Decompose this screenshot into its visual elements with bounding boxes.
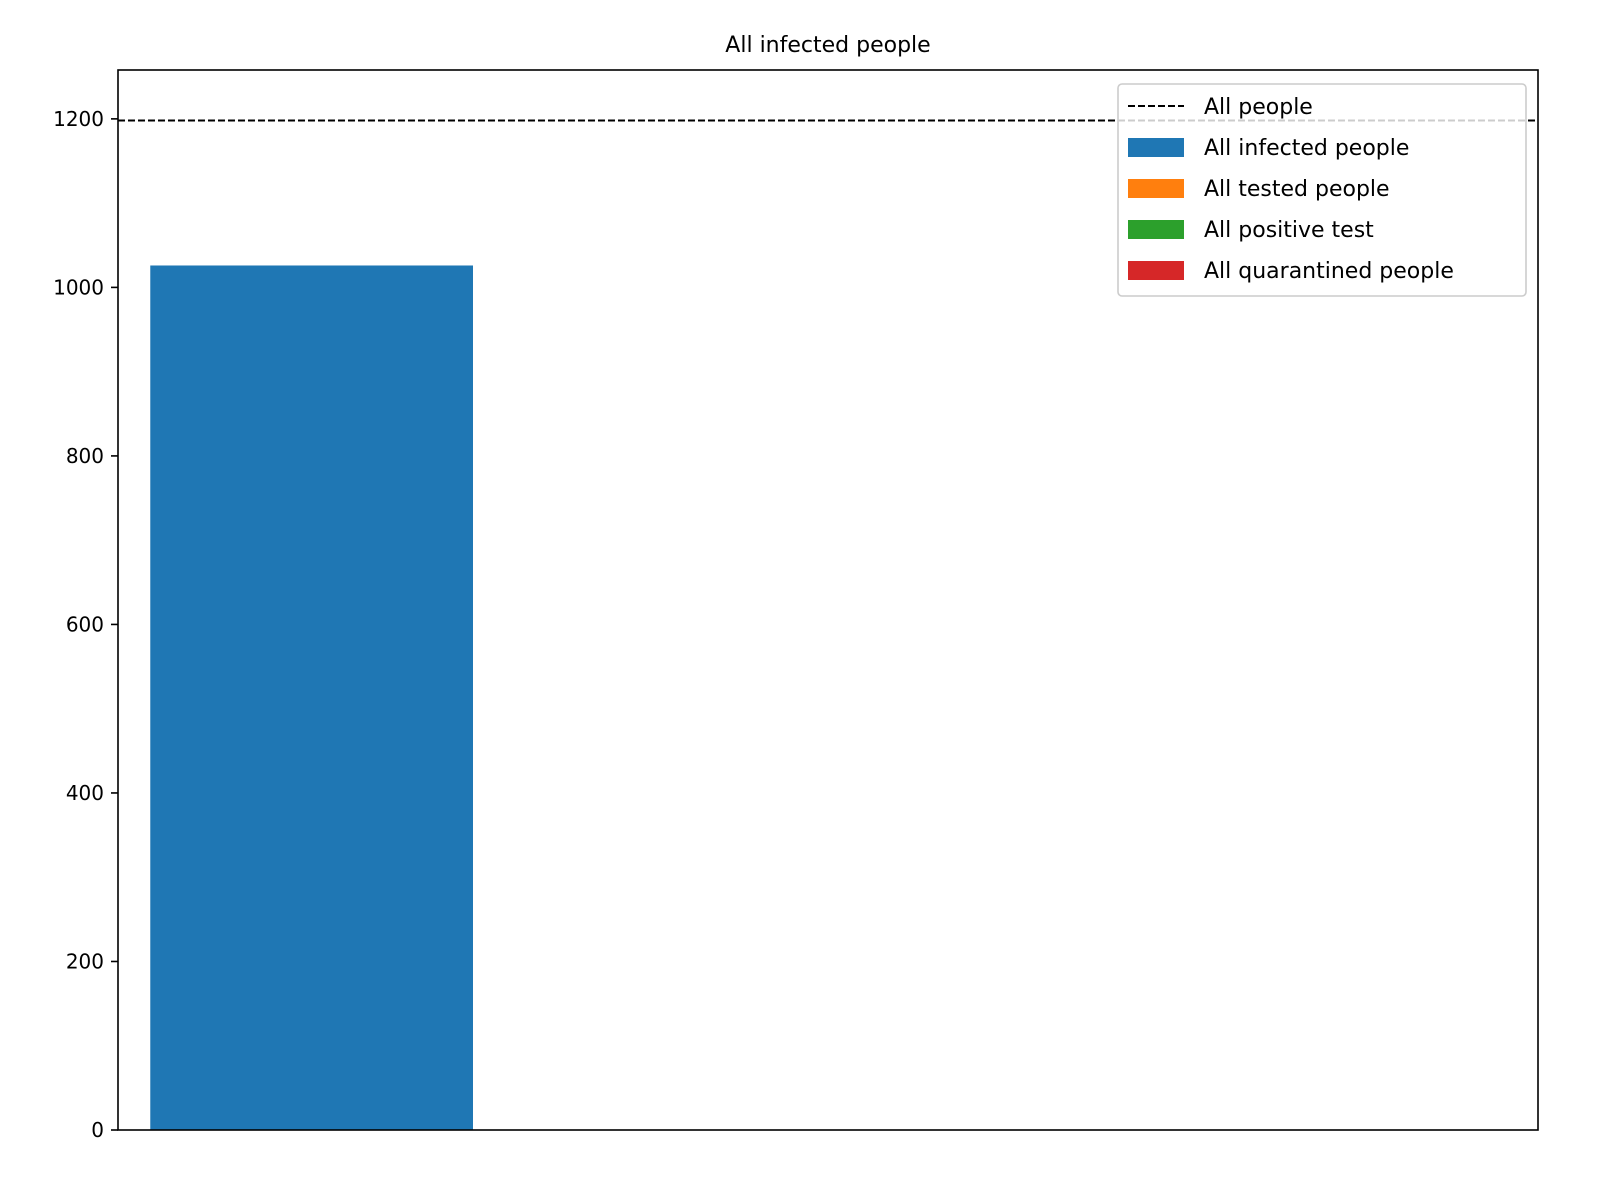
legend-label-0: All infected people <box>1204 136 1409 161</box>
y-tick-label-3: 600 <box>66 612 104 636</box>
y-tick-label-2: 400 <box>66 781 104 805</box>
legend: All people All infected people All tested … <box>1117 83 1527 297</box>
legend-swatch-3 <box>1128 261 1184 280</box>
legend-label-2: All positive test <box>1204 218 1374 243</box>
legend-swatch-2 <box>1128 220 1184 239</box>
y-tick-label-1: 200 <box>66 949 104 973</box>
legend-label-reference: All people <box>1204 95 1313 120</box>
y-tick-label-0: 0 <box>91 1118 104 1142</box>
legend-label-1: All tested people <box>1204 177 1390 202</box>
bar-0 <box>150 265 474 1131</box>
y-tick-label-5: 1000 <box>53 275 104 299</box>
chart-title: All infected people <box>725 33 930 58</box>
bars-layer <box>150 265 474 1131</box>
axes-layer: 0 200 400 600 800 1000 1200 <box>53 69 1539 1142</box>
plot-frame <box>117 69 1539 1131</box>
y-tick-label-6: 1200 <box>53 107 104 131</box>
y-tick-label-4: 800 <box>66 444 104 468</box>
legend-swatch-1 <box>1128 179 1184 198</box>
legend-swatch-0 <box>1128 138 1184 157</box>
legend-box <box>1117 83 1527 297</box>
legend-label-3: All quarantined people <box>1204 259 1454 284</box>
